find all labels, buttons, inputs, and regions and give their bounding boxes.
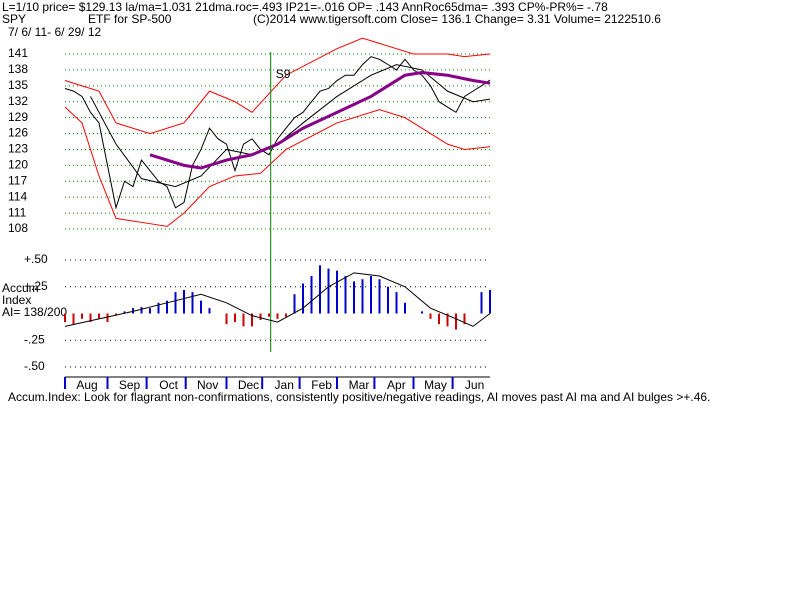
accum-bar (123, 311, 126, 314)
y-tick-label: +.25 (24, 279, 48, 293)
accum-bar (429, 313, 432, 319)
accum-bar (319, 265, 321, 314)
x-tick-label: May (424, 378, 447, 392)
y-tick-label: 114 (8, 189, 27, 203)
accum-bar (166, 300, 168, 314)
accum-bar (336, 270, 338, 314)
accum-bar (115, 313, 117, 316)
accum-bar (132, 308, 134, 314)
accum-bar (191, 292, 194, 314)
accum-bar (72, 313, 75, 325)
accum-bar (208, 308, 211, 314)
accum-bar (361, 279, 364, 314)
accum-bar (174, 292, 177, 314)
accum-bar (310, 276, 313, 314)
accum-bar (89, 313, 92, 323)
y-tick-label: 129 (8, 110, 28, 124)
y-tick-label: 108 (8, 221, 28, 235)
accum-bar (242, 313, 245, 327)
accum-bar (370, 276, 372, 314)
signal-label: S9 (276, 67, 291, 81)
x-tick-label: Jun (465, 378, 484, 392)
y-tick-label: 123 (8, 142, 28, 156)
y-tick-label: -.25 (24, 332, 45, 346)
accum-label: AI= 138/200 (2, 305, 67, 319)
accum-bar (200, 300, 202, 314)
accum-bar (98, 313, 100, 319)
accum-bar (387, 286, 389, 314)
accum-bar (106, 313, 109, 323)
accum-bar (463, 313, 466, 325)
header: L=1/10 price= $129.13 la/ma=1.031 21dma.… (2, 0, 608, 14)
accum-bar (378, 279, 381, 314)
y-tick-label: +.50 (24, 252, 48, 266)
accum-bar (455, 313, 457, 330)
accum-bar (81, 313, 83, 319)
x-tick-label: Oct (159, 378, 178, 392)
accum-bar (344, 276, 347, 314)
y-tick-label: 117 (8, 173, 27, 187)
x-tick-label: Mar (349, 378, 370, 392)
x-tick-label: Dec (238, 378, 259, 392)
accum-bar (327, 268, 330, 314)
accum-bar (251, 313, 253, 327)
x-tick-label: Apr (387, 378, 406, 392)
accum-bar (395, 292, 398, 314)
footer: Accum.Index: Look for flagrant non-confi… (8, 390, 710, 404)
accum-bar (293, 294, 296, 314)
x-tick-label: Nov (197, 378, 218, 392)
accum-bar (157, 302, 160, 314)
accum-bar (285, 313, 287, 317)
accum-bar (259, 313, 262, 320)
y-tick-label: 141 (8, 46, 28, 60)
y-tick-label: 126 (8, 126, 28, 140)
price-line (90, 64, 491, 188)
accum-bar (404, 302, 406, 314)
symbol: SPY (2, 12, 26, 26)
accum-bar (234, 313, 236, 323)
accum-bar (438, 313, 440, 325)
accum-bar (183, 289, 185, 314)
accum-bar (480, 292, 483, 314)
accum-bar (302, 283, 304, 314)
subtitle: ETF for SP-500 (88, 12, 172, 26)
y-tick-label: -.50 (24, 359, 45, 373)
y-tick-label: 135 (8, 78, 28, 92)
date-range: 7/ 6/ 11- 6/ 29/ 12 (8, 25, 102, 39)
accum-bar (276, 313, 279, 319)
price-line (64, 106, 491, 227)
accum-bar (149, 308, 151, 314)
accum-label: Index (2, 293, 31, 307)
accum-label: Accum (2, 281, 39, 295)
price-line (149, 71, 491, 170)
accum-bar (140, 307, 143, 314)
price-line (64, 37, 491, 135)
accum-bar (268, 313, 270, 317)
accum-ma (64, 272, 491, 327)
x-tick-label: Jan (275, 378, 294, 392)
info: (C)2014 www.tigersoft.com Close= 136.1 C… (253, 12, 661, 26)
accum-bar (353, 281, 355, 314)
x-tick-label: Feb (311, 378, 332, 392)
accum-bar (489, 289, 491, 314)
x-tick-label: Sep (119, 378, 141, 392)
accum-bar (64, 313, 66, 323)
x-tick-label: Aug (76, 378, 97, 392)
y-tick-label: 132 (8, 94, 28, 108)
accum-bar (225, 313, 228, 325)
accum-bar (446, 313, 449, 327)
accum-bar (421, 311, 423, 314)
y-tick-label: 111 (8, 205, 27, 219)
y-tick-label: 120 (8, 158, 28, 172)
y-tick-label: 138 (8, 62, 28, 76)
